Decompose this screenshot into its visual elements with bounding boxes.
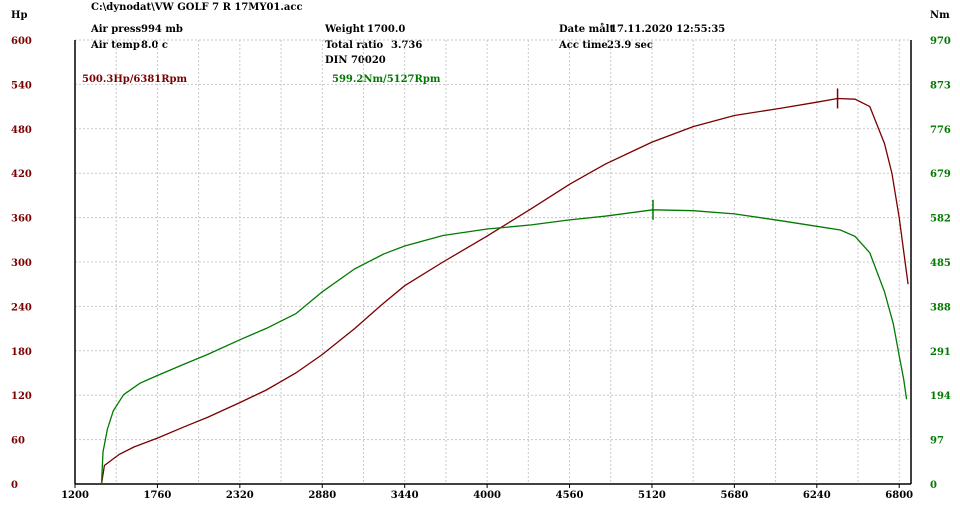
power-curve [100,97,909,485]
right-tick-label: 97 [930,436,944,447]
left-tick-label: 60 [11,436,25,447]
date-value: 17.11.2020 12:55:35 [610,24,726,35]
chart-axes [74,40,912,485]
torque-curve [100,209,908,485]
right-tick-label: 679 [930,169,951,180]
right-axis-ticks: 0 97 194 291 388 485 582 679 776 873 970 [930,36,951,491]
acc-time-value: 23.9 sec [607,40,653,51]
air-temp-label: Air temp [91,40,140,51]
air-temp-value: 8.0 c [141,40,168,51]
x-tick-label: 2880 [308,490,336,501]
right-tick-label: 388 [930,302,951,313]
left-tick-label: 480 [11,125,32,136]
left-tick-label: 600 [11,36,32,47]
series-layer [100,97,909,485]
x-tick-label: 3440 [391,490,419,501]
left-tick-label: 540 [11,80,32,91]
left-tick-label: 420 [11,169,32,180]
x-tick-label: 5120 [638,490,666,501]
right-tick-label: 485 [930,258,951,269]
x-tick-label: 1760 [144,490,172,501]
right-tick-label: 194 [930,391,951,402]
weight-label: Weight [325,24,365,35]
right-axis-label: Nm [930,10,950,21]
x-tick-label: 6240 [803,490,831,501]
x-tick-label: 6800 [885,490,913,501]
date-label: Date målt [559,24,615,35]
left-axis-label: Hp [11,10,27,21]
right-tick-label: 0 [930,480,937,491]
total-ratio-label: Total ratio [325,40,384,51]
left-tick-label: 360 [11,214,32,225]
right-tick-label: 582 [930,214,951,225]
left-tick-label: 180 [11,347,32,358]
x-tick-label: 5680 [720,490,748,501]
left-tick-label: 120 [11,391,32,402]
acc-time-label: Acc time [559,40,608,51]
right-tick-label: 970 [930,36,951,47]
left-tick-label: 240 [11,302,32,313]
total-ratio-value: 3.736 [391,40,423,51]
chart-grid [75,39,911,484]
torque-peak-label: 599.2Nm/5127Rpm [332,74,441,85]
left-tick-label: 0 [11,480,18,491]
air-press-value: 994 mb [141,24,183,35]
left-axis-ticks: 0 60 120 180 240 300 360 420 480 540 600 [11,36,32,491]
right-tick-label: 291 [930,347,951,358]
file-path: C:\dynodat\VW GOLF 7 R 17MY01.acc [91,2,303,13]
power-peak-label: 500.3Hp/6381Rpm [82,74,188,85]
x-tick-label: 1200 [61,490,89,501]
x-tick-label: 2320 [226,490,254,501]
left-tick-label: 300 [11,258,32,269]
right-tick-label: 873 [930,80,951,91]
din-label: DIN 70020 [325,55,386,66]
right-tick-label: 776 [930,125,951,136]
x-tick-label: 4560 [556,490,584,501]
x-axis-ticks: 1200 1760 2320 2880 3440 4000 4560 5120 5680 6240… [61,484,913,501]
annotation-layer: 500.3Hp/6381Rpm 599.2Nm/5127Rpm [82,74,839,220]
weight-value: 1700.0 [367,24,406,35]
air-press-label: Air press [91,24,142,35]
x-tick-label: 4000 [473,490,501,501]
